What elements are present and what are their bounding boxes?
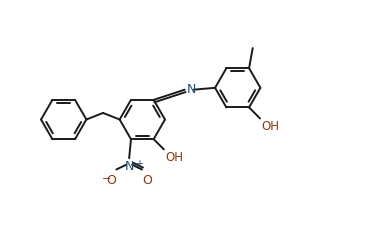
Text: O: O <box>142 174 152 186</box>
Text: −: − <box>101 174 111 184</box>
Text: OH: OH <box>165 151 183 164</box>
Text: OH: OH <box>262 120 279 133</box>
Text: +: + <box>135 159 143 169</box>
Text: N: N <box>125 160 134 172</box>
Text: O: O <box>106 174 116 186</box>
Text: N: N <box>187 83 196 96</box>
